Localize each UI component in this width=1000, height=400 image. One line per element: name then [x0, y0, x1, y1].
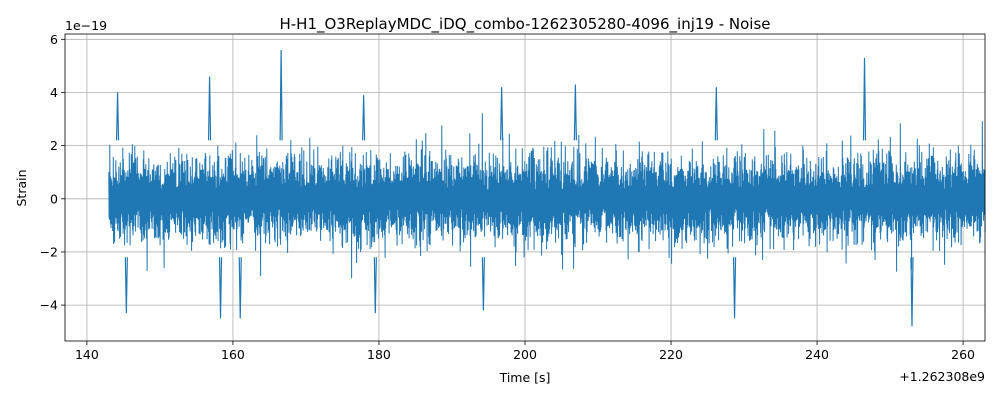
noise-peak-spike	[714, 87, 718, 141]
y-axis-scale-label: 1e−19	[65, 18, 107, 33]
noise-trough-spike	[373, 257, 377, 314]
x-tick-label: 220	[659, 347, 683, 362]
noise-peak-spike	[500, 87, 504, 141]
y-tick-label: −2	[40, 244, 58, 259]
chart-title: H-H1_O3ReplayMDC_iDQ_combo-1262305280-40…	[279, 15, 770, 34]
noise-peak-spike	[862, 57, 867, 141]
noise-peak-spike	[207, 76, 212, 141]
plot-area	[108, 49, 986, 327]
y-tick-label: −4	[40, 298, 58, 313]
x-tick-label: 140	[75, 347, 99, 362]
x-axis-offset-label: +1.262308e9	[899, 369, 985, 384]
x-tick-label: 200	[513, 347, 537, 362]
y-tick-label: 6	[50, 32, 58, 47]
noise-peak-spike	[362, 95, 366, 141]
x-axis-label: Time [s]	[499, 370, 551, 385]
y-tick-label: 2	[50, 138, 58, 153]
noise-trough-spike	[238, 257, 242, 319]
x-tick-label: 180	[367, 347, 391, 362]
x-tick-label: 160	[221, 347, 245, 362]
noise-trough-spike	[732, 257, 737, 319]
y-axis-label: Strain	[14, 169, 29, 206]
noise-trough-spike	[481, 257, 485, 311]
noise-peak-spike	[279, 49, 283, 141]
x-tick-label: 240	[805, 347, 829, 362]
x-tick-label: 260	[951, 347, 975, 362]
noise-trough-spike	[124, 257, 128, 314]
noise-trough-spike	[218, 257, 223, 319]
noise-series-line	[108, 113, 986, 279]
noise-peak-spike	[115, 92, 120, 141]
noise-peak-spike	[573, 84, 577, 141]
axis-ticks: 140 160 180 200 220 240 260 −4 −2 0 2 4 6	[40, 32, 976, 362]
y-tick-label: 4	[50, 85, 58, 100]
noise-trough-spike	[910, 257, 914, 327]
y-tick-label: 0	[50, 191, 58, 206]
